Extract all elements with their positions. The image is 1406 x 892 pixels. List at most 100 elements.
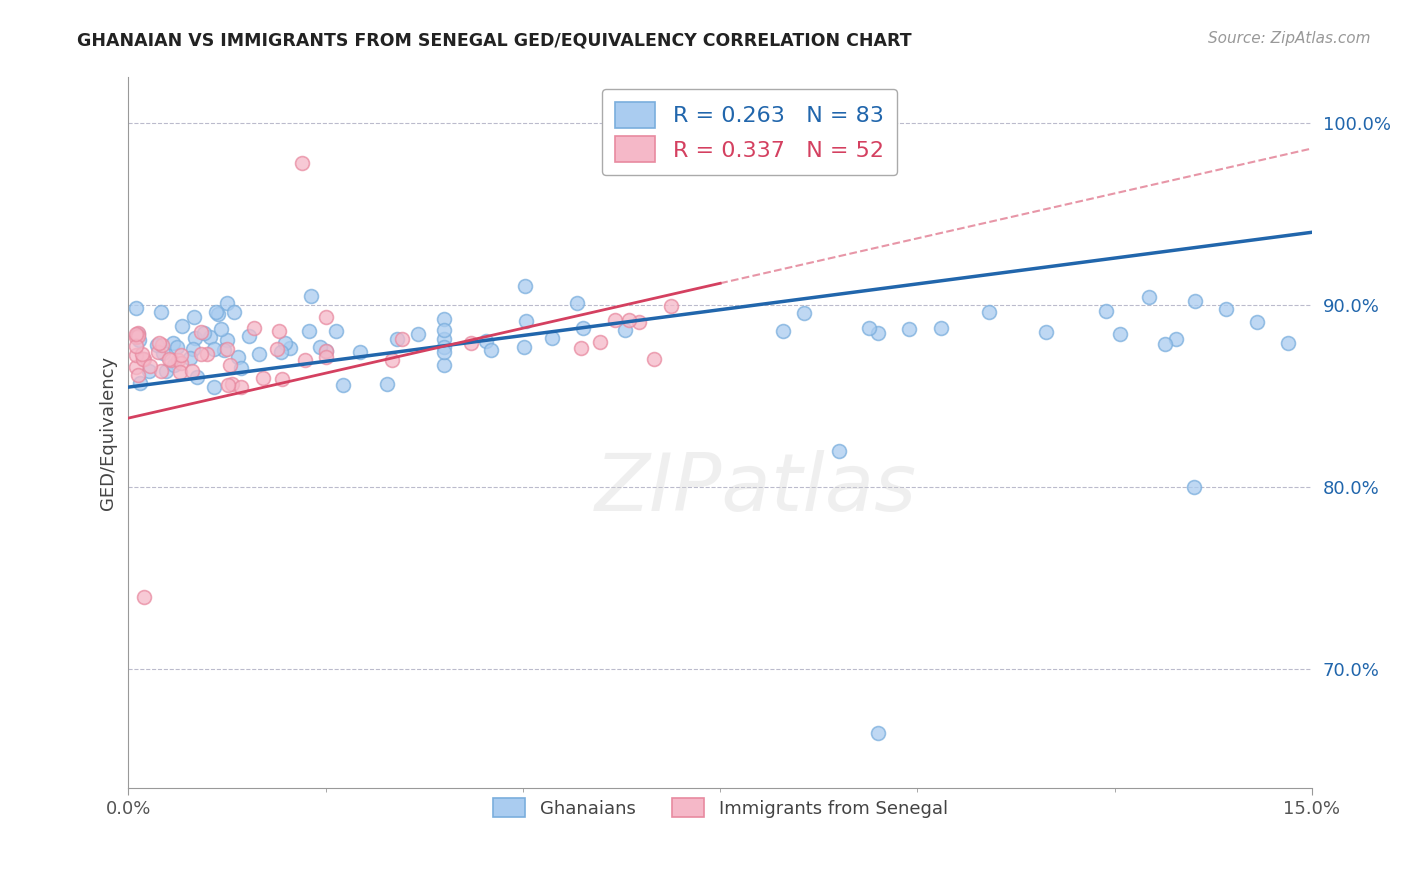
Point xyxy=(827,443,849,458)
Point xyxy=(315,310,337,324)
Text: GHANAIAN VS IMMIGRANTS FROM SENEGAL GED/EQUIVALENCY CORRELATION CHART: GHANAIAN VS IMMIGRANTS FROM SENEGAL GED/… xyxy=(77,31,912,49)
Point xyxy=(866,726,889,740)
Point xyxy=(179,351,201,365)
Point xyxy=(433,344,456,359)
Point xyxy=(226,350,249,364)
Point xyxy=(1184,294,1206,309)
Text: ZIPatlas: ZIPatlas xyxy=(595,450,917,528)
Point xyxy=(866,326,889,341)
Point xyxy=(1215,301,1237,316)
Point xyxy=(433,332,456,346)
Point xyxy=(162,336,184,351)
Point xyxy=(183,331,205,345)
Point xyxy=(291,156,314,170)
Point xyxy=(299,289,322,303)
Point xyxy=(148,336,170,351)
Point xyxy=(1166,332,1188,346)
Point xyxy=(252,370,274,384)
Point xyxy=(793,305,815,319)
Point xyxy=(267,324,290,338)
Point xyxy=(385,332,408,346)
Point xyxy=(929,320,952,334)
Point xyxy=(278,341,301,355)
Point xyxy=(190,347,212,361)
Point xyxy=(627,315,650,329)
Point xyxy=(145,338,167,352)
Point xyxy=(772,324,794,338)
Point xyxy=(217,296,239,310)
Point xyxy=(613,323,636,337)
Text: Source: ZipAtlas.com: Source: ZipAtlas.com xyxy=(1208,31,1371,46)
Point xyxy=(309,340,332,354)
Point xyxy=(131,347,153,361)
Point xyxy=(150,305,173,319)
Point xyxy=(433,340,456,354)
Point xyxy=(1139,290,1161,304)
Point xyxy=(567,296,589,310)
Point xyxy=(643,352,665,367)
Point xyxy=(1182,480,1205,494)
Point xyxy=(222,305,245,319)
Point xyxy=(1246,315,1268,329)
Point xyxy=(349,345,371,359)
Point xyxy=(204,305,226,319)
Point xyxy=(433,312,456,326)
Point xyxy=(541,331,564,345)
Point xyxy=(127,326,149,340)
Point xyxy=(659,299,682,313)
Point xyxy=(215,342,238,356)
Point xyxy=(150,364,173,378)
Point xyxy=(125,339,148,353)
Point xyxy=(131,352,153,367)
Point xyxy=(152,346,174,360)
Point xyxy=(315,351,337,365)
Point xyxy=(215,333,238,347)
Legend: Ghanaians, Immigrants from Senegal: Ghanaians, Immigrants from Senegal xyxy=(485,791,955,825)
Point xyxy=(163,359,186,373)
Point xyxy=(375,377,398,392)
Point xyxy=(125,301,148,315)
Point xyxy=(315,344,337,359)
Point xyxy=(979,304,1001,318)
Point xyxy=(180,363,202,377)
Point xyxy=(197,347,219,361)
Point xyxy=(202,380,225,394)
Point xyxy=(1035,325,1057,339)
Point xyxy=(183,310,205,324)
Point xyxy=(315,343,337,358)
Point xyxy=(139,359,162,373)
Point xyxy=(298,324,321,338)
Point xyxy=(219,358,242,372)
Point xyxy=(127,329,149,343)
Point xyxy=(221,377,243,392)
Point xyxy=(274,335,297,350)
Point xyxy=(200,330,222,344)
Point xyxy=(381,352,404,367)
Point xyxy=(479,343,502,358)
Point xyxy=(605,312,627,326)
Point xyxy=(247,346,270,360)
Point xyxy=(160,352,183,367)
Point xyxy=(217,377,239,392)
Point xyxy=(128,333,150,347)
Point xyxy=(134,590,156,604)
Point xyxy=(170,356,193,370)
Point xyxy=(214,343,236,357)
Point xyxy=(125,347,148,361)
Point xyxy=(433,358,456,372)
Point xyxy=(391,332,413,346)
Point xyxy=(294,353,316,368)
Point xyxy=(460,335,482,350)
Point xyxy=(193,326,215,341)
Point xyxy=(186,369,208,384)
Point xyxy=(148,345,170,359)
Point xyxy=(858,321,880,335)
Point xyxy=(166,352,188,367)
Point xyxy=(181,343,204,357)
Point xyxy=(898,321,921,335)
Point xyxy=(128,376,150,390)
Point xyxy=(515,278,537,293)
Point xyxy=(190,325,212,339)
Point xyxy=(1154,336,1177,351)
Point xyxy=(231,361,253,376)
